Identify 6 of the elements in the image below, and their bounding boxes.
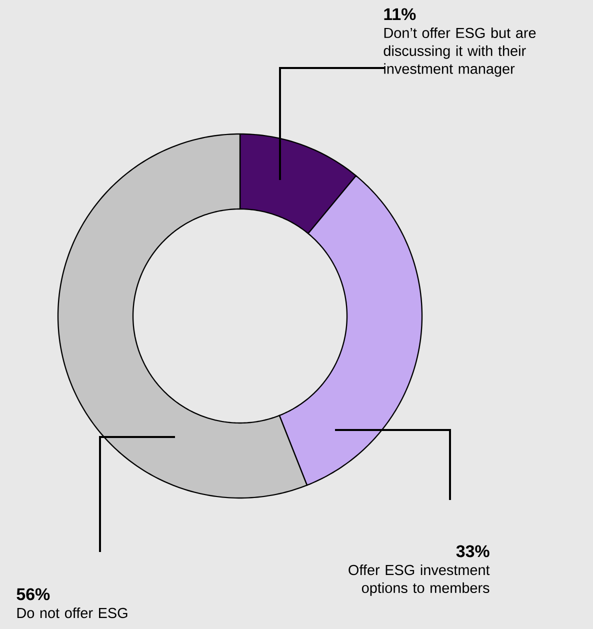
slice-label: Offer ESG investment options to members xyxy=(348,564,490,596)
slice-label: Do not offer ESG xyxy=(17,608,128,618)
data-label: 56% xyxy=(16,588,50,600)
data-label: 11% xyxy=(384,8,416,20)
data-label: 33% xyxy=(456,545,490,558)
slice-label: Don’t offer ESG but are discussing it with their investment manager xyxy=(384,27,536,77)
